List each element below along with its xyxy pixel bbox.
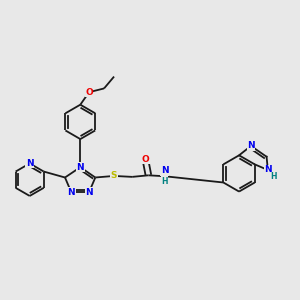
- Text: N: N: [76, 163, 84, 172]
- Text: O: O: [85, 88, 93, 97]
- Text: N: N: [85, 188, 93, 197]
- Text: N: N: [161, 166, 169, 175]
- Text: O: O: [141, 154, 149, 164]
- Text: N: N: [247, 141, 255, 150]
- Text: H: H: [270, 172, 277, 182]
- Text: S: S: [111, 171, 117, 180]
- Text: N: N: [26, 159, 34, 168]
- Text: H: H: [161, 177, 168, 186]
- Text: N: N: [68, 188, 75, 197]
- Text: N: N: [264, 166, 272, 175]
